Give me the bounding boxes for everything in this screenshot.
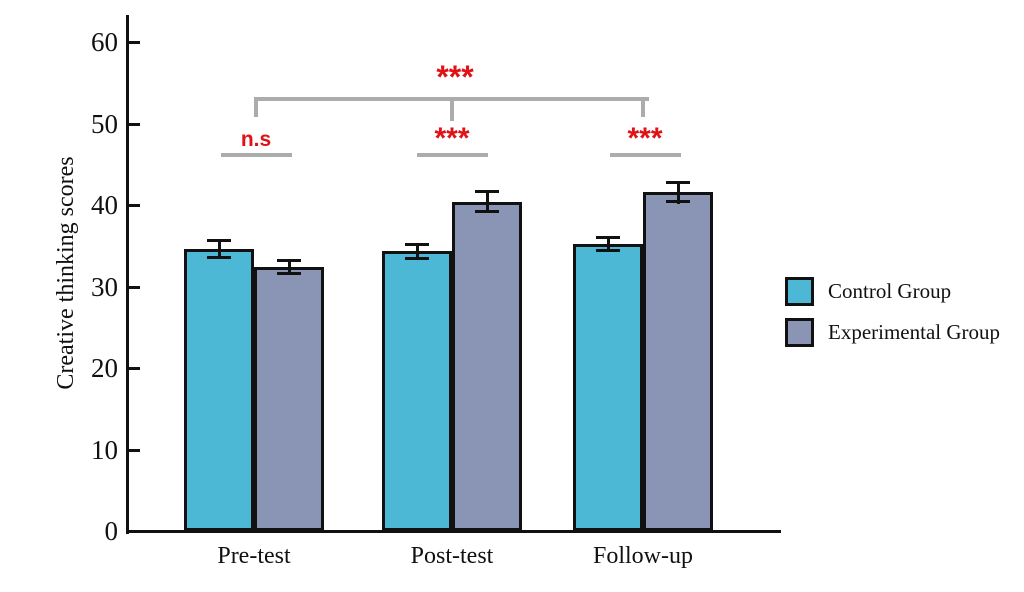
x-axis-label-pre-test: Pre-test [217,543,291,569]
error-bar-cap-top [207,239,231,242]
error-bar [607,236,610,252]
bar-post-test-control-group [382,251,452,531]
bar-pre-test-experimental-group [254,267,324,531]
x-axis-label-follow-up: Follow-up [592,543,693,569]
significance-label-pre-test: n.s [240,128,272,151]
y-axis-tick [129,204,140,207]
legend-label-experimental-group: Experimental Group [828,319,1001,344]
overall-bracket-right-drop [641,97,645,117]
error-bar-cap-bottom [277,272,301,275]
error-bar-cap-bottom [405,257,429,260]
error-bar-cap-top [475,190,499,193]
error-bar [218,239,221,259]
error-bar-cap-bottom [475,210,499,213]
legend-entry-experimental-group: Experimental Group [785,316,1000,348]
error-bar [288,259,291,275]
bar-pre-test-control-group [184,249,254,531]
x-axis-label-post-test: Post-test [410,543,494,569]
significance-label-follow-up: *** [627,122,663,155]
error-bar-cap-top [596,236,620,239]
bar-follow-up-control-group [573,244,643,531]
y-axis-tick [129,367,140,370]
significance-label-post-test: *** [434,122,470,155]
error-bar-cap-top [405,243,429,246]
error-bar [486,190,489,213]
error-bar-cap-bottom [207,256,231,259]
y-axis-tick-label: 10 [91,435,118,465]
legend: Control Group Experimental Group [785,0,1024,592]
error-bar-cap-top [666,181,690,184]
error-bar-cap-bottom [666,200,690,203]
error-bar [677,181,680,204]
y-axis-tick [129,41,140,44]
y-axis-tick-label: 50 [91,109,118,139]
significance-underline-follow-up [610,153,681,157]
y-axis-tick-label: 30 [91,272,118,302]
bar-follow-up-experimental-group [643,192,713,531]
y-axis-tick-label: 0 [104,516,119,546]
x-axis-line [126,530,781,533]
error-bar-cap-top [277,259,301,262]
overall-significance-label: *** [436,59,474,95]
error-bar [416,243,419,259]
legend-swatch-control-group [785,276,814,306]
error-bar-cap-bottom [596,249,620,252]
y-axis-tick [129,123,140,126]
y-axis-tick [129,449,140,452]
legend-swatch-experimental-group [785,317,814,347]
significance-underline-post-test [417,153,488,157]
y-axis-tick [129,286,140,289]
y-axis-tick-label: 40 [91,190,118,220]
legend-entry-control-group: Control Group [785,275,951,307]
y-axis-tick-label: 60 [91,27,118,57]
overall-bracket-middle-tick [450,97,454,121]
bar-post-test-experimental-group [452,202,522,531]
y-axis-tick-label: 20 [91,353,118,383]
significance-underline-pre-test [221,153,292,157]
legend-label-control-group: Control Group [828,278,952,303]
overall-bracket-left-drop [254,97,258,117]
y-axis-line [126,15,129,534]
